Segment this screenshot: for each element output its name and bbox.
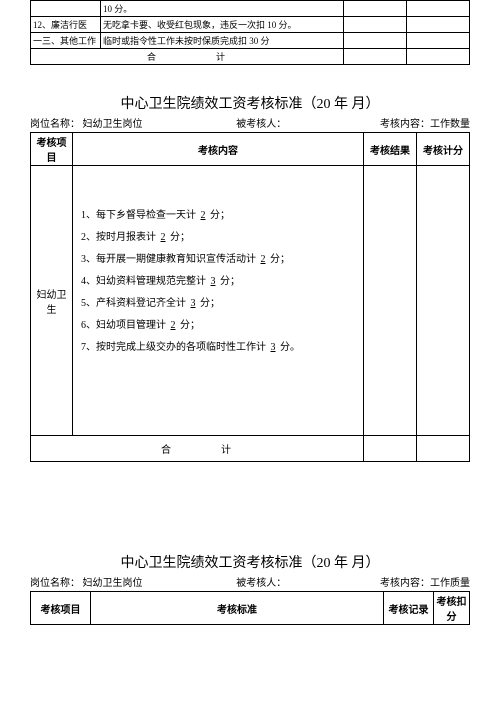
section1-table: 考核项目 考核内容 考核结果 考核计分 妇幼卫生 1、每下乡督导检查一天计 2 … (30, 132, 470, 462)
top-r0-c1 (31, 1, 101, 17)
section1-title: 中心卫生院绩效工资考核标准（20 年 月） (30, 93, 470, 113)
top-heji-c3 (344, 49, 407, 65)
s1-h3: 考核结果 (364, 133, 417, 166)
top-r2-c4 (407, 33, 470, 49)
top-r0-c4 (407, 1, 470, 17)
s1-sub-left: 岗位名称： 妇幼卫生岗位 (30, 115, 143, 130)
top-table: 10 分。 12、廉洁行医 无吃拿卡要、收受红包现象，违反一次扣 10 分。 一… (30, 0, 470, 65)
content-line: 5、产科资料登记齐全计 3 分； (81, 294, 355, 314)
s1-score (417, 166, 470, 436)
section1-subhead: 岗位名称： 妇幼卫生岗位 被考核人： 考核内容：工作数量 (30, 115, 470, 130)
content-line: 4、妇幼资料管理规范完整计 3 分； (81, 272, 355, 292)
top-heji: 合计 (31, 49, 344, 65)
top-r0-c2: 10 分。 (101, 1, 344, 17)
top-r1-c1: 12、廉洁行医 (31, 17, 101, 33)
top-r0-c3 (344, 1, 407, 17)
s1-heji: 合计 (31, 436, 364, 462)
content-line: 6、妇幼项目管理计 2 分； (81, 316, 355, 336)
s1-h1: 考核项目 (31, 133, 73, 166)
s2-sub-mid: 被考核人： (236, 574, 286, 589)
content-line: 3、每开展一期健康教育知识宣传活动计 2 分； (81, 250, 355, 270)
top-r2-c3 (344, 33, 407, 49)
top-heji-c4 (407, 49, 470, 65)
top-r1-c2: 无吃拿卡要、收受红包现象，违反一次扣 10 分。 (101, 17, 344, 33)
s1-rowlabel: 妇幼卫生 (31, 166, 73, 436)
section2-table: 考核项目 考核标准 考核记录 考核扣分 (30, 591, 470, 625)
content-line: 7、按时完成上级交办的各项临时性工作计 3 分。 (81, 338, 355, 358)
top-r2-c2: 临时或指令性工作未按时保质完成扣 30 分 (101, 33, 344, 49)
s1-h2: 考核内容 (73, 133, 364, 166)
top-r1-c4 (407, 17, 470, 33)
content-line: 1、每下乡督导检查一天计 2 分； (81, 206, 355, 226)
s1-sub-right: 考核内容：工作数量 (380, 115, 470, 130)
s1-heji-c4 (417, 436, 470, 462)
s1-h4: 考核计分 (417, 133, 470, 166)
top-r2-c1: 一三、其他工作 (31, 33, 101, 49)
s2-sub-right: 考核内容：工作质量 (380, 574, 470, 589)
s1-result (364, 166, 417, 436)
s2-sub-left: 岗位名称： 妇幼卫生岗位 (30, 574, 143, 589)
s1-content: 1、每下乡督导检查一天计 2 分；2、按时月报表计 2 分；3、每开展一期健康教… (73, 166, 364, 436)
s1-heji-c3 (364, 436, 417, 462)
top-r1-c3 (344, 17, 407, 33)
s2-h4: 考核扣分 (434, 592, 470, 625)
s2-h1: 考核项目 (31, 592, 91, 625)
content-line: 2、按时月报表计 2 分； (81, 228, 355, 248)
section2-title: 中心卫生院绩效工资考核标准（20 年 月） (30, 552, 470, 572)
s1-sub-mid: 被考核人： (236, 115, 286, 130)
s2-h2: 考核标准 (91, 592, 384, 625)
section2-subhead: 岗位名称： 妇幼卫生岗位 被考核人： 考核内容：工作质量 (30, 574, 470, 589)
s2-h3: 考核记录 (384, 592, 434, 625)
